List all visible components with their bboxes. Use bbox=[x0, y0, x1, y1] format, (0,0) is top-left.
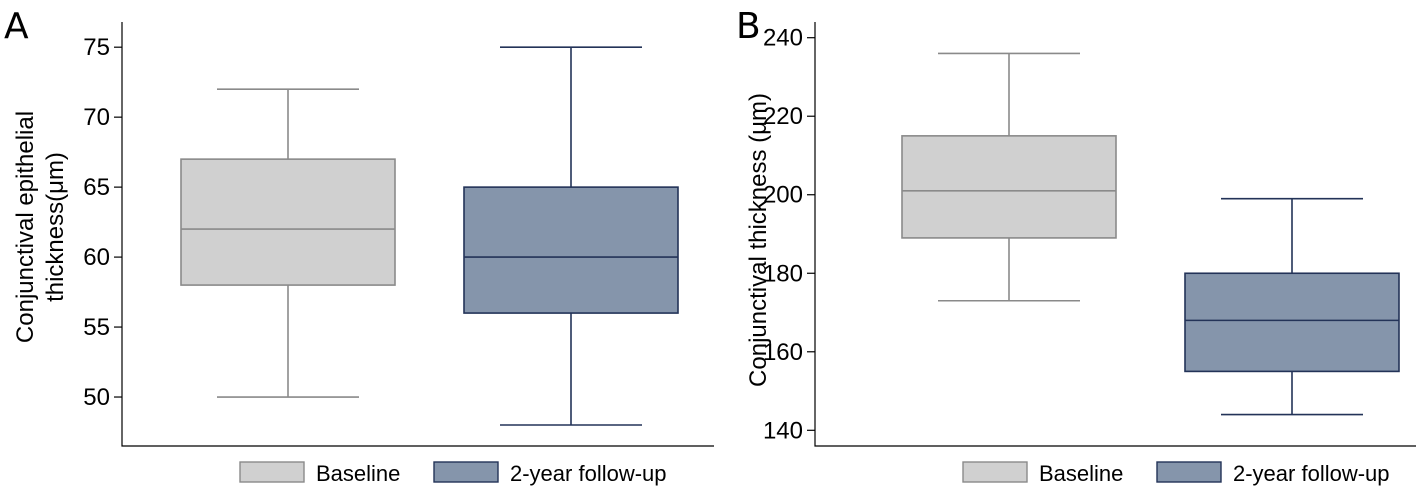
legend-swatch bbox=[1156, 461, 1222, 483]
y-tick-label: 180 bbox=[763, 260, 803, 287]
legend: Baseline 2-year follow-up bbox=[962, 461, 1390, 486]
panel-b: B 140 160 180 200 220 240 Conjunctival thicknes… bbox=[736, 6, 1416, 486]
panel-letter: A bbox=[4, 6, 29, 47]
legend-label: Baseline bbox=[1039, 461, 1123, 486]
y-tick-label: 160 bbox=[763, 339, 803, 366]
iqr-box bbox=[463, 186, 679, 314]
y-tick-label: 70 bbox=[83, 104, 110, 131]
y-tick-label: 240 bbox=[763, 25, 803, 52]
y-tick-label: 220 bbox=[763, 103, 803, 130]
y-tick-label: 140 bbox=[763, 417, 803, 444]
legend: Baseline 2-year follow-up bbox=[239, 461, 667, 486]
y-tick-label: 200 bbox=[763, 182, 803, 209]
iqr-box bbox=[180, 158, 396, 286]
axis-lines bbox=[814, 22, 1416, 447]
y-tick-label: 65 bbox=[83, 174, 110, 201]
box-baseline bbox=[180, 88, 396, 398]
box-2-year-follow-up bbox=[1184, 197, 1400, 416]
y-tick-label: 60 bbox=[83, 244, 110, 271]
legend-label: Baseline bbox=[316, 461, 400, 486]
y-axis-title-line: thickness(μm) bbox=[42, 152, 69, 302]
legend-label: 2-year follow-up bbox=[1233, 461, 1390, 486]
panel-a: A 50 55 60 65 70 75 Conjunctival epithelial thic… bbox=[4, 6, 714, 486]
y-tick-label: 55 bbox=[83, 314, 110, 341]
legend-swatch bbox=[239, 461, 305, 483]
legend-label: 2-year follow-up bbox=[510, 461, 667, 486]
box-baseline bbox=[901, 52, 1117, 302]
iqr-box bbox=[901, 135, 1117, 239]
y-axis-title: Conjunctival thickness (μm) bbox=[745, 93, 772, 387]
legend-swatch bbox=[962, 461, 1028, 483]
y-tick-label: 50 bbox=[83, 384, 110, 411]
y-axis-title-line: Conjunctival thickness (μm) bbox=[745, 93, 772, 387]
iqr-box bbox=[1184, 272, 1400, 373]
y-axis-title: Conjunctival epithelial thickness(μm) bbox=[12, 111, 69, 343]
axis-lines bbox=[121, 22, 714, 447]
y-axis-title-line: Conjunctival epithelial bbox=[12, 111, 39, 343]
box-2-year-follow-up bbox=[463, 46, 679, 426]
legend-swatch bbox=[433, 461, 499, 483]
y-tick-label: 75 bbox=[83, 34, 110, 61]
panel-letter: B bbox=[736, 6, 761, 47]
